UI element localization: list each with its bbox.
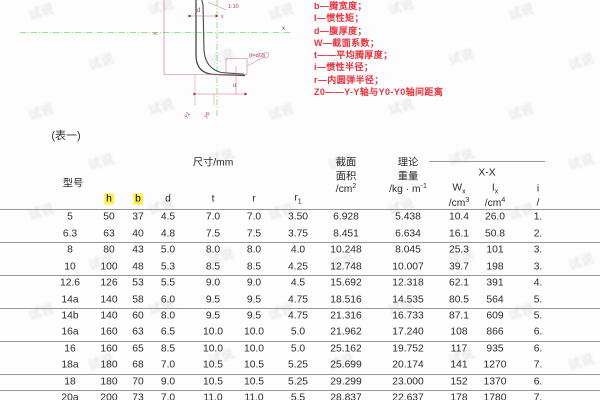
- svg-text:x: x: [282, 26, 285, 32]
- svg-text:x: x: [153, 32, 159, 35]
- svg-text:d: d: [233, 83, 236, 89]
- svg-text:d: d: [197, 8, 200, 14]
- svg-text:x: x: [221, 14, 224, 20]
- svg-text:y0: y0: [203, 111, 211, 119]
- svg-text:y1: y1: [183, 111, 191, 119]
- svg-text:1:10: 1:10: [228, 4, 239, 10]
- svg-text:(t=d/2): (t=d/2): [249, 53, 265, 59]
